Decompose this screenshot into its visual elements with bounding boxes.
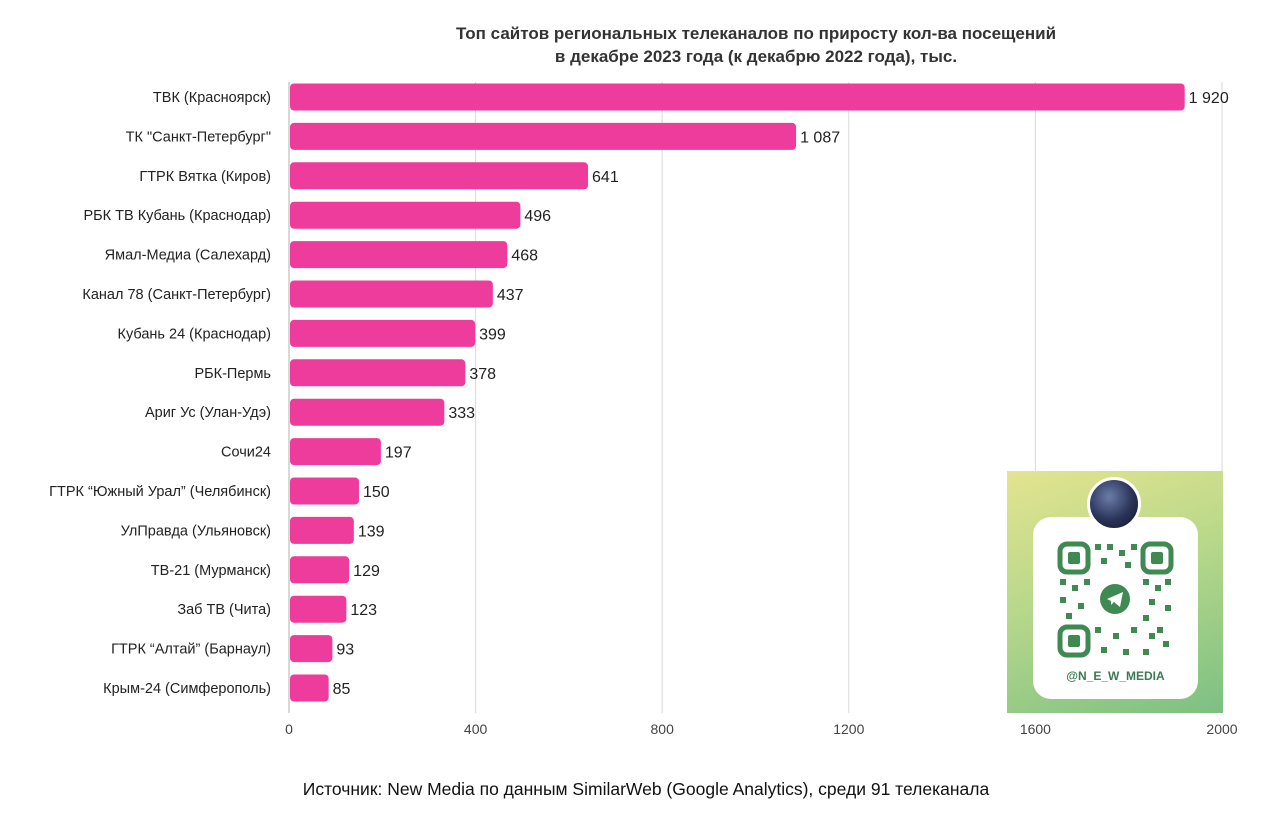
- bar: [290, 280, 493, 308]
- data-label: 641: [592, 169, 619, 186]
- bar: [290, 359, 466, 387]
- bar: [290, 674, 329, 702]
- data-label: 496: [524, 208, 551, 225]
- category-label: ТВ-21 (Мурманск): [151, 563, 271, 579]
- x-tick-label: 400: [464, 721, 488, 737]
- bar: [290, 438, 381, 466]
- data-label: 378: [469, 366, 496, 383]
- category-label: Кубань 24 (Краснодар): [118, 326, 271, 342]
- bar: [290, 83, 1185, 111]
- category-label: Крым-24 (Симферополь): [103, 681, 271, 697]
- qr-code-icon: [1057, 541, 1174, 658]
- bar: [290, 556, 350, 584]
- bar: [290, 595, 347, 623]
- bar: [290, 635, 333, 663]
- qr-card-panel: [1033, 517, 1198, 699]
- x-tick-label: 2000: [1206, 721, 1237, 737]
- bar: [290, 477, 359, 505]
- data-label: 85: [333, 681, 351, 698]
- source-note: Источник: New Media по данным SimilarWeb…: [302, 779, 990, 799]
- category-label: ГТРК Вятка (Киров): [139, 169, 271, 185]
- category-label: ТВК (Красноярск): [153, 90, 271, 106]
- data-label: 333: [448, 405, 475, 422]
- chart-title-line-2: в декабре 2023 года (к декабрю 2022 года…: [554, 47, 958, 66]
- data-label: 399: [479, 326, 506, 343]
- category-label: ГТРК “Южный Урал” (Челябинск): [49, 484, 271, 500]
- bar: [290, 516, 354, 544]
- data-label: 93: [336, 642, 354, 659]
- bar: [290, 241, 508, 269]
- category-label: Заб ТВ (Чита): [177, 602, 271, 618]
- data-label: 468: [511, 248, 538, 265]
- telegram-handle[interactable]: @N_E_W_MEDIA: [1066, 669, 1165, 683]
- x-tick-label: 800: [651, 721, 675, 737]
- x-tick-label: 0: [285, 721, 293, 737]
- data-label: 139: [358, 523, 385, 540]
- category-label: Сочи24: [221, 445, 271, 461]
- nm-logo-icon: [1087, 477, 1141, 531]
- bar: [290, 319, 476, 347]
- data-label: 150: [363, 484, 390, 501]
- category-label: Ариг Ус (Улан-Удэ): [145, 405, 271, 421]
- category-label: Канал 78 (Санкт-Петербург): [82, 287, 271, 303]
- data-label: 197: [385, 445, 412, 462]
- telegram-qr-card[interactable]: @N_E_W_MEDIA: [1007, 471, 1223, 713]
- data-label: 1 087: [800, 129, 840, 146]
- chart-title-line-1: Топ сайтов региональных телеканалов по п…: [455, 24, 1057, 43]
- x-tick-label: 1200: [833, 721, 864, 737]
- data-label: 129: [353, 563, 380, 580]
- bar: [290, 122, 797, 150]
- category-label: РБК ТВ Кубань (Краснодар): [83, 208, 271, 224]
- category-label: Ямал-Медиа (Салехард): [105, 248, 271, 264]
- bar: [290, 201, 521, 229]
- bar: [290, 162, 589, 190]
- data-label: 123: [350, 602, 377, 619]
- x-tick-label: 1600: [1020, 721, 1051, 737]
- data-label: 1 920: [1189, 90, 1229, 107]
- bar: [290, 398, 445, 426]
- category-label: ГТРК “Алтай” (Барнаул): [111, 642, 271, 658]
- category-label: УлПравда (Ульяновск): [121, 523, 271, 539]
- data-label: 437: [497, 287, 524, 304]
- category-label: ТК "Санкт-Петербург": [126, 129, 271, 145]
- category-label: РБК-Пермь: [194, 366, 271, 382]
